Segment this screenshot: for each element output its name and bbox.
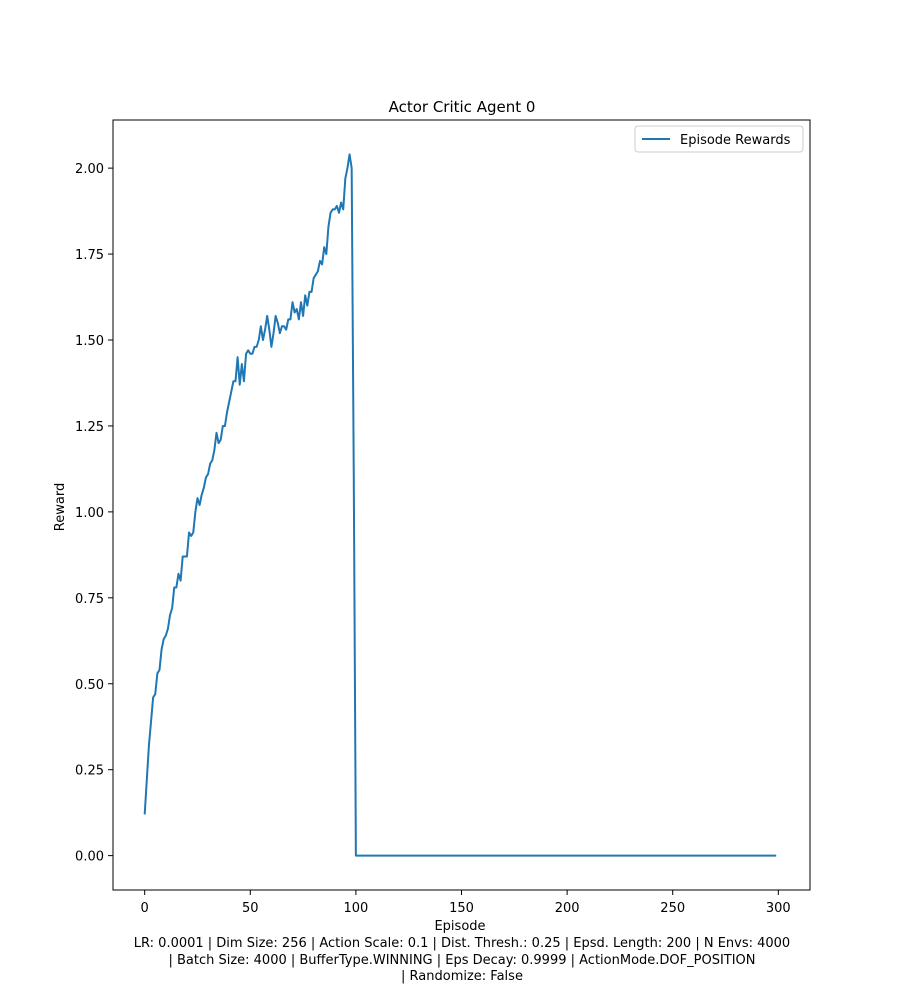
y-tick-label: 2.00 [75, 162, 104, 177]
x-tick-label: 300 [766, 901, 791, 916]
y-tick-label: 1.00 [75, 506, 104, 521]
y-axis-ticks: 0.00 0.25 0.50 0.75 1.00 1.25 1.50 1.75 2.00 [75, 162, 113, 865]
x-axis-label: Episode [434, 919, 485, 934]
x-tick-label: 200 [555, 901, 580, 916]
caption-line-3: | Randomize: False [401, 969, 523, 984]
y-tick-label: 0.50 [75, 678, 104, 693]
x-tick-label: 100 [343, 901, 368, 916]
y-tick-label: 1.75 [75, 248, 104, 263]
caption-line-1: LR: 0.0001 | Dim Size: 256 | Action Scal… [134, 936, 790, 951]
y-axis-label: Reward [53, 483, 68, 531]
x-tick-label: 0 [141, 901, 149, 916]
x-tick-label: 50 [242, 901, 259, 916]
axes-frame [112, 119, 811, 891]
y-tick-label: 0.00 [75, 850, 104, 865]
legend-box [634, 125, 804, 153]
y-tick-label: 1.25 [75, 420, 104, 435]
x-tick-label: 150 [449, 901, 474, 916]
y-tick-label: 1.50 [75, 334, 104, 349]
caption-line-2: | Batch Size: 4000 | BufferType.WINNING … [168, 953, 755, 968]
plot-area [143, 153, 777, 857]
legend-label: Episode Rewards [680, 133, 791, 148]
x-axis-ticks: 0 50 100 150 200 250 300 [141, 890, 791, 916]
y-tick-label: 0.25 [75, 764, 104, 779]
y-tick-label: 0.75 [75, 592, 104, 607]
chart-title: Actor Critic Agent 0 [389, 98, 536, 116]
x-tick-label: 250 [660, 901, 685, 916]
series-line-0 [143, 153, 777, 857]
legend: Episode Rewards [634, 125, 804, 153]
